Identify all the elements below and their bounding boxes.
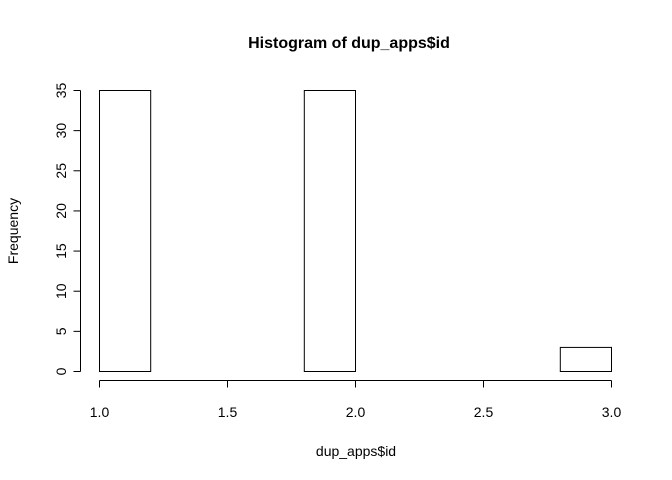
x-tick-label: 1.0: [90, 404, 110, 420]
x-tick-label: 2.5: [474, 404, 494, 420]
histogram-bar: [559, 346, 612, 372]
y-axis: 0 5 10 15 20 25 30 35: [53, 83, 81, 375]
y-tick-label: 30: [53, 123, 69, 139]
y-tick-label: 0: [53, 367, 69, 375]
x-tick-label: 2.0: [346, 404, 366, 420]
x-tick-label: 1.5: [218, 404, 238, 420]
x-axis: 1.0 1.5 2.0 2.5 3.0: [90, 380, 622, 420]
y-tick-label: 5: [53, 327, 69, 335]
histogram-bars: [99, 90, 612, 372]
y-tick-label: 35: [53, 83, 69, 99]
histogram-bar: [303, 90, 356, 372]
y-axis-label: Frequency: [5, 198, 21, 264]
x-axis-label: dup_apps$id: [316, 443, 396, 459]
histogram-bar: [99, 90, 152, 372]
y-tick-label: 20: [53, 203, 69, 219]
chart-title: Histogram of dup_apps$id: [248, 35, 450, 52]
x-tick-label: 3.0: [602, 404, 622, 420]
y-tick-label: 25: [53, 163, 69, 179]
y-tick-label: 10: [53, 283, 69, 299]
y-tick-label: 15: [53, 243, 69, 259]
